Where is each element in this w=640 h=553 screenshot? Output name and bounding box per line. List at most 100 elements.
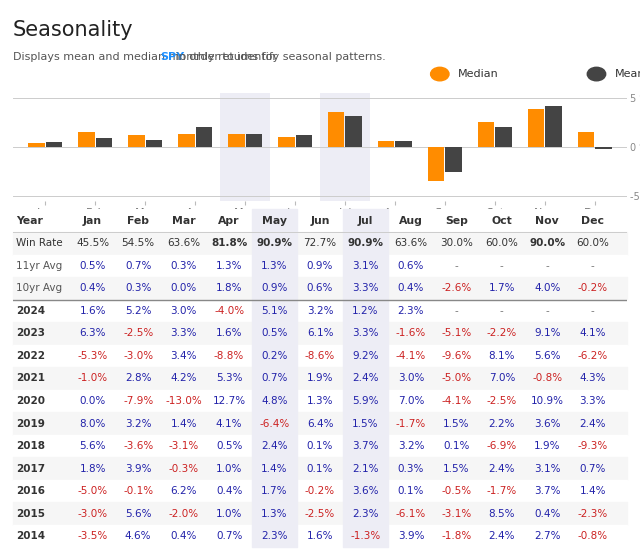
- Text: -: -: [545, 306, 549, 316]
- Text: 1.4%: 1.4%: [261, 463, 288, 473]
- Text: 1.4%: 1.4%: [580, 486, 606, 496]
- Text: 1.4%: 1.4%: [170, 419, 197, 429]
- Text: -0.2%: -0.2%: [578, 283, 608, 293]
- Text: 0.1%: 0.1%: [397, 486, 424, 496]
- Text: 4.6%: 4.6%: [125, 531, 152, 541]
- Bar: [13, 480, 627, 503]
- Text: 1.9%: 1.9%: [307, 373, 333, 383]
- Text: 2.4%: 2.4%: [261, 441, 288, 451]
- Bar: [296, 135, 312, 147]
- Bar: [146, 140, 162, 147]
- Bar: [13, 232, 627, 254]
- Bar: [196, 127, 212, 147]
- Text: 63.6%: 63.6%: [167, 238, 200, 248]
- Text: 3.3%: 3.3%: [352, 283, 379, 293]
- Text: 3.3%: 3.3%: [352, 328, 379, 338]
- Text: -1.7%: -1.7%: [396, 419, 426, 429]
- Ellipse shape: [588, 67, 605, 81]
- Bar: [378, 141, 394, 147]
- Text: -13.0%: -13.0%: [165, 396, 202, 406]
- Text: 1.8%: 1.8%: [79, 463, 106, 473]
- Text: 4.0%: 4.0%: [534, 283, 561, 293]
- Bar: [478, 122, 494, 147]
- Text: 3.2%: 3.2%: [125, 419, 152, 429]
- Bar: [13, 503, 627, 525]
- Text: 1.9%: 1.9%: [534, 441, 561, 451]
- Bar: [13, 322, 627, 345]
- Text: -5.0%: -5.0%: [442, 373, 472, 383]
- Text: Mar: Mar: [172, 216, 195, 226]
- Text: Aug: Aug: [399, 216, 423, 226]
- Text: -: -: [500, 306, 504, 316]
- Text: -1.0%: -1.0%: [77, 373, 108, 383]
- Text: 3.9%: 3.9%: [397, 531, 424, 541]
- Text: 9.2%: 9.2%: [352, 351, 379, 361]
- Text: Apr: Apr: [218, 216, 240, 226]
- Bar: [445, 147, 462, 173]
- Text: -2.5%: -2.5%: [123, 328, 153, 338]
- Text: 0.7%: 0.7%: [580, 463, 606, 473]
- Text: -2.6%: -2.6%: [441, 283, 472, 293]
- Text: 0.6%: 0.6%: [397, 261, 424, 271]
- Text: -5.0%: -5.0%: [77, 486, 108, 496]
- Text: 45.5%: 45.5%: [76, 238, 109, 248]
- Text: 3.6%: 3.6%: [352, 486, 379, 496]
- Text: 2021: 2021: [16, 373, 45, 383]
- Text: -9.6%: -9.6%: [441, 351, 472, 361]
- Text: Median: Median: [458, 69, 499, 79]
- Text: -: -: [591, 261, 595, 271]
- Text: 4.3%: 4.3%: [580, 373, 606, 383]
- Text: 5.1%: 5.1%: [261, 306, 288, 316]
- Text: -1.3%: -1.3%: [350, 531, 381, 541]
- Text: 8.1%: 8.1%: [488, 351, 515, 361]
- Bar: [13, 525, 627, 547]
- Text: 8.0%: 8.0%: [79, 419, 106, 429]
- Text: 0.5%: 0.5%: [79, 261, 106, 271]
- Text: -: -: [454, 306, 458, 316]
- Text: -1.6%: -1.6%: [396, 328, 426, 338]
- Text: Jan: Jan: [83, 216, 102, 226]
- Text: 0.7%: 0.7%: [216, 531, 243, 541]
- Text: 0.4%: 0.4%: [534, 509, 561, 519]
- Text: 0.4%: 0.4%: [79, 283, 106, 293]
- Text: in order to identify seasonal patterns.: in order to identify seasonal patterns.: [172, 52, 385, 62]
- Text: -: -: [454, 261, 458, 271]
- Text: 60.0%: 60.0%: [485, 238, 518, 248]
- Text: -1.8%: -1.8%: [441, 531, 472, 541]
- Text: -0.8%: -0.8%: [578, 531, 608, 541]
- Bar: [528, 109, 544, 147]
- Bar: [13, 345, 627, 367]
- Text: 5.3%: 5.3%: [216, 373, 243, 383]
- Bar: [545, 106, 562, 147]
- Text: 0.4%: 0.4%: [397, 283, 424, 293]
- Text: Displays mean and median monthly returns for: Displays mean and median monthly returns…: [13, 52, 280, 62]
- Bar: [96, 138, 112, 147]
- Text: 2024: 2024: [16, 306, 45, 316]
- Text: 0.3%: 0.3%: [170, 261, 196, 271]
- Text: 2014: 2014: [16, 531, 45, 541]
- Text: -0.1%: -0.1%: [123, 486, 153, 496]
- Bar: [178, 134, 195, 147]
- Bar: [578, 132, 594, 147]
- Bar: [46, 142, 62, 147]
- Text: Feb: Feb: [127, 216, 149, 226]
- Text: 9.1%: 9.1%: [534, 328, 561, 338]
- Text: 0.7%: 0.7%: [125, 261, 151, 271]
- Text: 4.1%: 4.1%: [580, 328, 606, 338]
- Text: -: -: [545, 261, 549, 271]
- Text: 4.1%: 4.1%: [216, 419, 243, 429]
- Text: Win Rate: Win Rate: [16, 238, 63, 248]
- Text: 30.0%: 30.0%: [440, 238, 473, 248]
- Text: 0.6%: 0.6%: [307, 283, 333, 293]
- Text: Seasonality: Seasonality: [13, 20, 133, 40]
- Text: 5.6%: 5.6%: [79, 441, 106, 451]
- Text: 2.4%: 2.4%: [352, 373, 379, 383]
- Text: Jul: Jul: [358, 216, 373, 226]
- Text: -2.5%: -2.5%: [487, 396, 517, 406]
- Text: 5.6%: 5.6%: [125, 509, 152, 519]
- Text: 2.3%: 2.3%: [352, 509, 379, 519]
- Text: -3.1%: -3.1%: [168, 441, 199, 451]
- Text: 2.3%: 2.3%: [261, 531, 288, 541]
- Text: -0.8%: -0.8%: [532, 373, 563, 383]
- Text: -3.5%: -3.5%: [77, 531, 108, 541]
